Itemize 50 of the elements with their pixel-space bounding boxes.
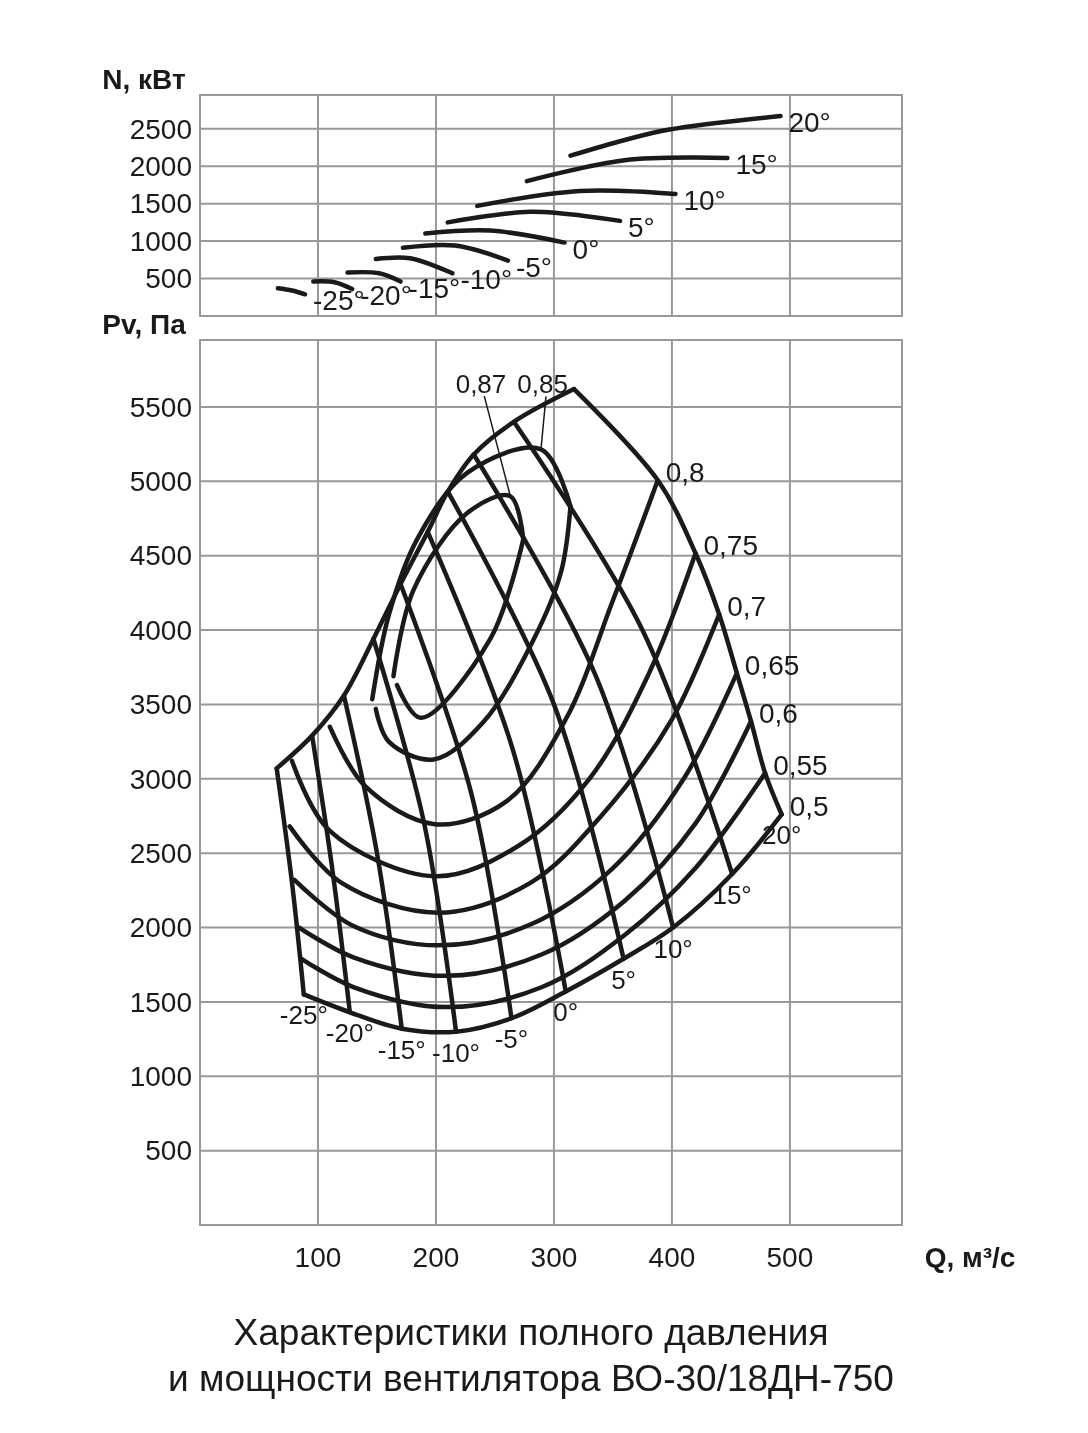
series-label: 20° xyxy=(788,106,831,138)
x-tick-label: 500 xyxy=(766,1242,814,1273)
y-tick-label: 5000 xyxy=(129,466,192,498)
y-tick-label: 2000 xyxy=(129,150,192,182)
series-label: 10° xyxy=(653,933,693,964)
series-label: 0,85 xyxy=(517,369,568,400)
x-tick-label: 200 xyxy=(412,1242,460,1273)
x-tick-label: 400 xyxy=(648,1242,696,1273)
y-tick-label: 2500 xyxy=(129,113,192,145)
series-label: -5° xyxy=(515,251,553,283)
x-tick-label: 100 xyxy=(294,1242,342,1273)
series-label: -10° xyxy=(432,1037,481,1068)
series-label: -5° xyxy=(494,1024,529,1055)
series-label: 10° xyxy=(683,184,726,216)
y-tick-label: 2000 xyxy=(129,912,192,944)
y-axis-title: Pv, Па xyxy=(102,309,187,340)
text: Характеристики полного давления и мощности вентилятора ВО-30/18ДН-750 xyxy=(168,1312,894,1399)
series-label: -15° xyxy=(377,1034,426,1065)
y-tick-label: 1500 xyxy=(129,188,192,220)
series-label: 0,6 xyxy=(758,698,798,730)
series-label: 0,55 xyxy=(773,750,828,782)
y-tick-label: 1000 xyxy=(129,225,192,257)
series-label: 0° xyxy=(553,997,579,1028)
y-tick-label: 1000 xyxy=(129,1061,192,1093)
y-tick-label: 2500 xyxy=(129,837,192,869)
x-axis-title: Q, м³/с xyxy=(924,1242,1016,1273)
y-tick-label: 3000 xyxy=(129,763,192,795)
y-axis-title: N, кВт xyxy=(102,64,186,95)
y-tick-label: 1500 xyxy=(129,986,192,1018)
series-label: -25° xyxy=(279,1000,328,1031)
series-label: 0,75 xyxy=(703,530,759,562)
series-label: -10° xyxy=(460,264,513,296)
y-tick-label: 500 xyxy=(145,263,192,295)
series-label: 5° xyxy=(628,211,655,243)
series-label: 0,65 xyxy=(744,650,800,682)
text: 0,87 xyxy=(455,369,507,400)
series-label: 0,7 xyxy=(727,591,767,623)
y-tick-label: 500 xyxy=(145,1135,192,1167)
y-tick-label: 4500 xyxy=(129,540,192,572)
series-label: 20° xyxy=(761,820,802,851)
y-tick-label: 3500 xyxy=(129,689,192,721)
series-label: 15° xyxy=(735,148,778,180)
series-label: 0° xyxy=(572,233,600,265)
series-label: 0,8 xyxy=(665,457,705,489)
x-tick-label: 300 xyxy=(530,1242,578,1273)
series-label: -20° xyxy=(325,1018,374,1049)
series-label: 0,5 xyxy=(789,791,829,823)
y-tick-label: 5500 xyxy=(129,391,192,423)
series-label: 5° xyxy=(611,964,636,995)
y-tick-label: 4000 xyxy=(129,614,192,646)
